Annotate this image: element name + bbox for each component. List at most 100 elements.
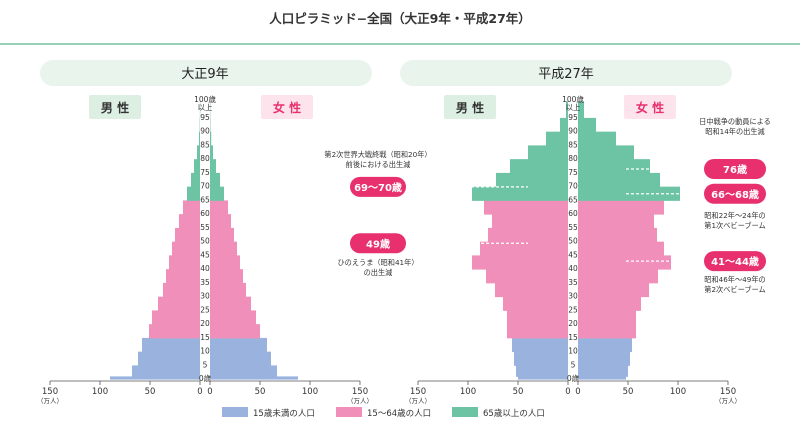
female-bar	[578, 274, 658, 278]
age-tick-label: 90	[568, 127, 578, 136]
female-bar	[210, 244, 237, 248]
annotation-note: ひのえうま（昭和41年）の出生減	[337, 258, 418, 277]
female-bar	[578, 302, 641, 306]
male-bar	[512, 343, 568, 347]
female-bar	[578, 148, 634, 152]
female-bar	[210, 269, 243, 273]
male-bar	[516, 370, 568, 375]
male-bar	[472, 194, 568, 199]
male-bar	[492, 214, 568, 218]
female-bar	[578, 112, 584, 116]
female-bar	[578, 115, 584, 119]
male-bar	[514, 357, 568, 361]
male-bar	[496, 178, 568, 182]
male-bar	[166, 269, 200, 273]
female-bar	[210, 233, 234, 237]
male-bar	[187, 192, 200, 196]
male-bar	[528, 153, 568, 157]
female-bar	[578, 219, 654, 223]
female-bar	[578, 357, 630, 361]
female-bar	[578, 164, 650, 168]
female-bar	[210, 178, 220, 182]
female-bar	[578, 315, 636, 320]
annotation-badge	[704, 183, 766, 204]
female-bar	[578, 137, 616, 141]
female-bar	[210, 291, 246, 295]
female-bar	[210, 365, 277, 369]
female-bar	[210, 222, 231, 226]
male-bar	[149, 324, 200, 328]
male-bar	[480, 252, 568, 256]
male-bar	[472, 266, 568, 270]
male-bar	[503, 307, 568, 311]
female-bar	[578, 205, 664, 210]
female-bar	[210, 200, 228, 204]
female-bar	[210, 362, 271, 366]
female-bar	[578, 131, 616, 135]
female-bar	[578, 208, 664, 212]
female-bar	[210, 139, 212, 144]
female-bar	[578, 354, 630, 358]
female-bar	[210, 175, 220, 179]
male-bar	[152, 318, 200, 322]
male-bar	[560, 128, 568, 133]
female-bar	[578, 373, 628, 377]
age-tick-label: 65	[200, 195, 210, 204]
female-bar	[210, 280, 243, 284]
female-bar	[210, 236, 234, 240]
male-bar	[472, 255, 568, 259]
age-tick-label: 85	[568, 140, 578, 149]
male-bar	[166, 280, 200, 284]
female-bar	[578, 161, 650, 166]
male-bar	[163, 293, 200, 298]
female-bar	[578, 178, 660, 182]
male-bar	[507, 335, 568, 339]
age-tick-label: 35	[568, 278, 578, 287]
legend-item-young: 15歳未満の人口	[222, 407, 315, 419]
chart-title: 大正9年	[181, 67, 228, 82]
male-bar	[194, 170, 200, 174]
female-bar	[210, 203, 228, 207]
male-bar	[507, 324, 568, 328]
female-bar	[210, 263, 240, 267]
male-bar	[166, 277, 200, 281]
male-bar	[488, 238, 568, 243]
female-x-tick-label: 0	[207, 387, 212, 397]
age-tick-label: 95	[568, 113, 578, 122]
male-bar	[197, 153, 200, 157]
female-bar	[578, 351, 630, 355]
male-bar	[158, 307, 200, 311]
female-bar	[210, 241, 237, 245]
female-bar	[578, 326, 636, 331]
male-bar	[183, 211, 200, 215]
female-bar	[210, 161, 216, 166]
age-tick-label: 100歳以上	[194, 94, 216, 112]
female-bar	[578, 104, 584, 108]
age-tick-label: 0歳	[199, 373, 212, 383]
female-bar	[578, 170, 650, 174]
male-bar	[179, 214, 200, 218]
female-bar	[210, 351, 271, 355]
annotation-badge	[350, 233, 406, 254]
male-bar	[199, 142, 200, 146]
female-bar	[578, 260, 671, 265]
male-bar	[510, 164, 568, 168]
female-bar	[578, 285, 649, 289]
male-bar	[158, 296, 200, 300]
female-bar	[210, 252, 237, 256]
female-bar	[210, 134, 212, 138]
female-label-box	[261, 95, 313, 119]
female-bar	[578, 128, 596, 133]
female-bar	[578, 156, 634, 160]
male-bar	[194, 167, 200, 171]
male-bar	[152, 315, 200, 320]
male-bar	[566, 109, 568, 113]
age-tick-label: 50	[568, 237, 578, 246]
male-bar	[546, 134, 568, 138]
female-bar	[578, 288, 649, 292]
female-bar	[210, 227, 234, 232]
male-bar	[514, 351, 568, 355]
male-x-tick-label: 150	[410, 387, 426, 397]
female-bar	[210, 159, 216, 163]
male-bar	[492, 225, 568, 229]
